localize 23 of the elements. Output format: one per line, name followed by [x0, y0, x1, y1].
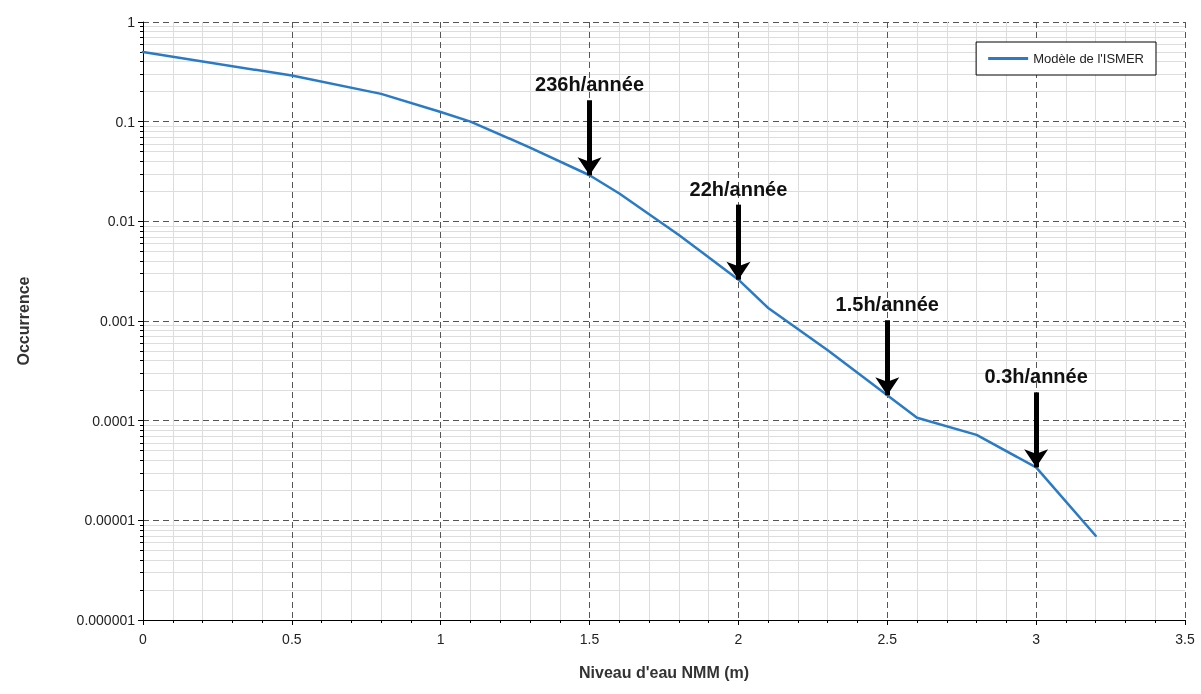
x-tick-label: 2.5: [877, 631, 898, 647]
x-tick-label: 3.5: [1175, 631, 1195, 647]
y-tick-label: 0.001: [99, 313, 136, 329]
y-tick-label: 0.1: [115, 113, 136, 130]
x-tick-label: 0.5: [282, 631, 302, 647]
y-axis-title: Occurrence: [14, 276, 32, 366]
annotation: 236h/année: [535, 73, 645, 96]
y-tick-label: 0.01: [107, 213, 136, 230]
annotation: 0.3h/année: [984, 365, 1088, 388]
x-tick-label: 1.5: [579, 631, 600, 647]
y-tick-label: 0.00001: [84, 512, 136, 529]
x-tick-label: 0: [139, 631, 148, 647]
x-tick-label: 2: [734, 631, 743, 647]
x-tick-label: 3: [1032, 631, 1041, 647]
y-tick-label: 1: [127, 14, 136, 30]
legend-label: Modèle de l'ISMER: [1033, 51, 1145, 66]
x-axis-title: Niveau d'eau NMM (m): [578, 663, 750, 681]
annotation: 22h/année: [689, 177, 788, 200]
annotation: 1.5h/année: [835, 293, 939, 316]
x-tick-label: 1: [436, 631, 445, 647]
line-series: [141, 50, 1097, 538]
y-tick-label: 0.000001: [76, 612, 136, 628]
y-tick-label: 0.0001: [92, 412, 136, 429]
